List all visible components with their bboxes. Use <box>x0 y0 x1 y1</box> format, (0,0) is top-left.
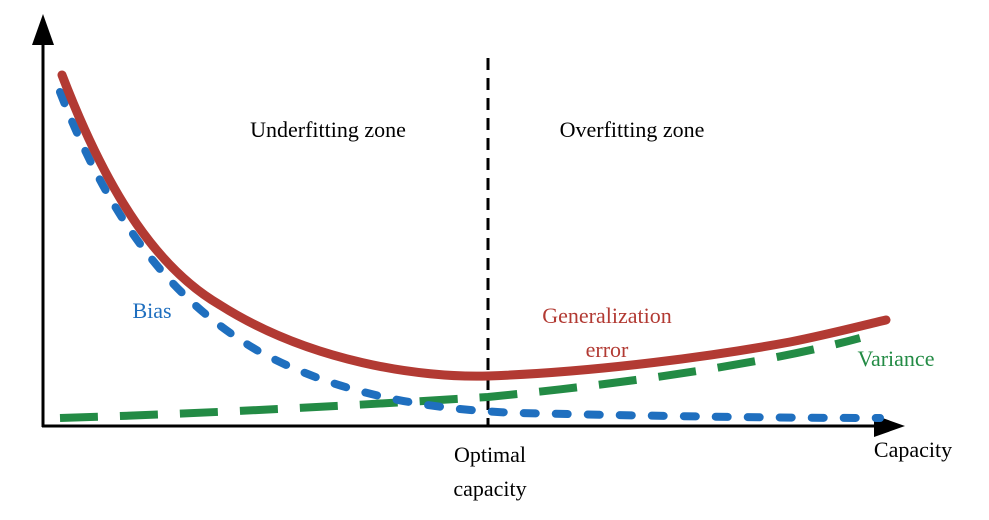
bias-curve <box>56 88 884 422</box>
generalization-curve <box>57 70 891 381</box>
variance-label: Variance <box>858 346 935 371</box>
optimal-label: Optimal <box>454 442 526 467</box>
generalization-label: Generalization <box>542 303 672 328</box>
generalization-label: error <box>586 337 629 362</box>
bias-label: Bias <box>132 298 171 323</box>
y-arrow <box>32 14 54 45</box>
underfitting-label: Underfitting zone <box>250 117 406 142</box>
x-axis-label: Capacity <box>874 437 952 462</box>
overfitting-label: Overfitting zone <box>560 117 705 142</box>
variance-curve <box>59 334 862 422</box>
optimal-label: capacity <box>453 476 526 501</box>
